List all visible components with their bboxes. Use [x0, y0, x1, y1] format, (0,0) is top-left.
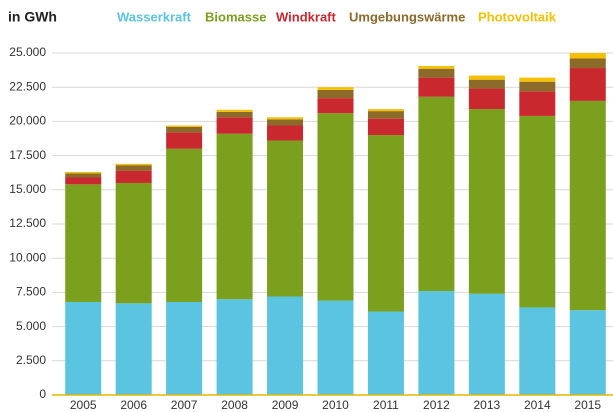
legend-label: Windkraft: [276, 9, 336, 24]
bar-segment: [267, 296, 304, 395]
bar-segment: [367, 311, 404, 395]
bar-segment: [65, 177, 102, 185]
bar-segment: [216, 133, 253, 300]
bar-segment: [267, 140, 304, 297]
bar-segment: [519, 115, 556, 308]
bar-segment: [166, 148, 203, 302]
x-tick-label: 2014: [524, 398, 551, 412]
bar-segment: [519, 91, 556, 116]
bar-segment: [519, 81, 556, 92]
legend-label: Umgebungswärme: [349, 9, 465, 24]
bar-segment: [267, 119, 304, 126]
bar-segment: [216, 299, 253, 395]
bar-segment: [115, 163, 152, 166]
bar-segment: [317, 89, 354, 99]
bar-segment: [317, 87, 354, 90]
legend-label: Photovoltaik: [478, 9, 557, 24]
bar-segment: [166, 132, 203, 149]
bar-segment: [418, 291, 455, 395]
bar-segment: [65, 173, 102, 178]
bar-segment: [519, 77, 556, 82]
y-tick-label: 22.500: [9, 79, 46, 93]
bar-segment: [367, 135, 404, 312]
x-tick-label: 2007: [171, 398, 198, 412]
bar-segment: [468, 109, 505, 294]
bar-segment: [468, 75, 505, 80]
x-tick-label: 2005: [70, 398, 97, 412]
bar-segment: [216, 117, 253, 134]
bar-segment: [569, 53, 606, 59]
x-tick-label: 2015: [574, 398, 601, 412]
y-tick-label: 2.500: [16, 353, 46, 367]
bar-segment: [65, 184, 102, 302]
y-tick-label: 10.000: [9, 250, 46, 264]
bar-segment: [115, 170, 152, 183]
legend-label: Biomasse: [205, 9, 266, 24]
x-tick-label: 2006: [120, 398, 147, 412]
bar-segment: [216, 109, 253, 112]
y-tick-label: 20.000: [9, 114, 46, 128]
bar-segment: [166, 125, 203, 127]
bar-segment: [267, 117, 304, 120]
bar-segment: [569, 68, 606, 101]
x-tick-label: 2013: [474, 398, 501, 412]
bar-segment: [317, 98, 354, 114]
y-tick-label: 17.500: [9, 148, 46, 162]
bar-segment: [317, 113, 354, 301]
bar-segment: [115, 182, 152, 304]
y-tick-label: 0: [39, 387, 46, 401]
bar-segment: [115, 165, 152, 171]
bar-segment: [418, 68, 455, 78]
y-tick-label: 25.000: [9, 45, 46, 59]
bar-segment: [418, 65, 455, 69]
y-tick-label: 12.500: [9, 216, 46, 230]
bar-segment: [115, 303, 152, 395]
legend-label: Wasserkraft: [117, 9, 192, 24]
bar-segment: [65, 172, 102, 174]
bar-segment: [65, 301, 102, 395]
bar-segment: [216, 111, 253, 118]
bar-segment: [367, 111, 404, 119]
x-tick-label: 2012: [423, 398, 450, 412]
bar-segment: [166, 126, 203, 133]
bar-segment: [468, 88, 505, 110]
bar-segment: [569, 310, 606, 395]
bar-segment: [418, 96, 455, 292]
bar-segment: [519, 307, 556, 395]
y-tick-label: 15.000: [9, 182, 46, 196]
bar-segment: [569, 58, 606, 69]
y-tick-label: 5.000: [16, 319, 46, 333]
y-tick-label: 7.500: [16, 285, 46, 299]
bar-segment: [267, 125, 304, 141]
bar-segment: [367, 118, 404, 136]
bar-segment: [317, 300, 354, 395]
bar-segment: [418, 77, 455, 97]
x-tick-label: 2009: [272, 398, 299, 412]
bar-segment: [166, 301, 203, 395]
x-tick-label: 2008: [221, 398, 248, 412]
bar-segment: [468, 293, 505, 395]
bar-segment: [569, 100, 606, 311]
bar-segment: [468, 79, 505, 89]
bar-segment: [367, 109, 404, 112]
chart-title: in GWh: [8, 9, 57, 25]
x-tick-label: 2011: [373, 398, 399, 412]
x-tick-label: 2010: [322, 398, 349, 412]
